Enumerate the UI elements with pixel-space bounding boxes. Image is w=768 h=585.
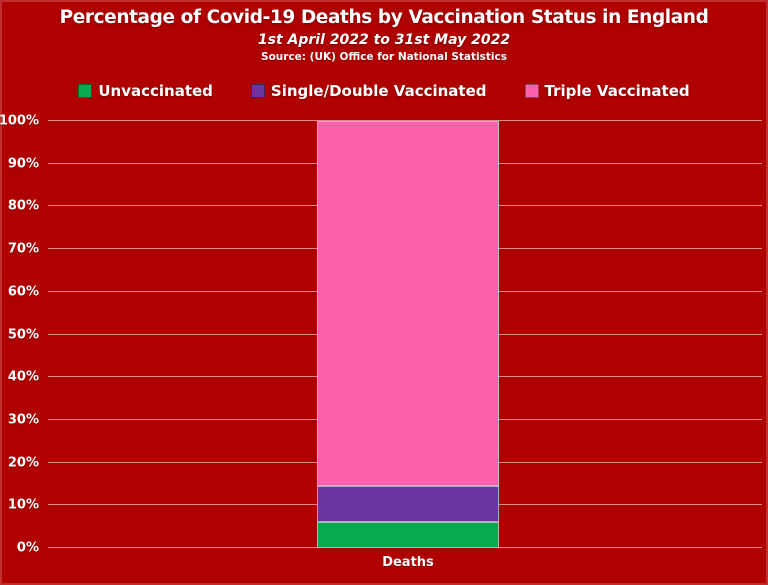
- chart-source-note: Source: (UK) Office for National Statist…: [261, 51, 507, 63]
- y-axis-tick-10: 10%: [7, 497, 39, 513]
- stacked-bar-deaths: [317, 121, 499, 548]
- legend-label-single-double-vaccinated: Single/Double Vaccinated: [270, 82, 487, 100]
- y-axis-tick-50: 50%: [7, 327, 39, 342]
- legend-swatch-single-double-vaccinated: [250, 84, 265, 98]
- bar-segment-unvaccinated: [317, 522, 499, 548]
- chart-subtitle: 1st April 2022 to 31st May 2022: [257, 32, 511, 48]
- gridline-100: [48, 120, 762, 121]
- y-axis-tick-90: 90%: [7, 156, 39, 172]
- legend-item-single-double-vaccinated: Single/Double Vaccinated: [250, 82, 487, 100]
- x-axis-category-label: Deaths: [382, 555, 434, 570]
- chart-title: Percentage of Covid-19 Deaths by Vaccina…: [59, 7, 709, 28]
- y-axis-tick-20: 20%: [7, 455, 39, 471]
- bar-segment-triple-vaccinated: [317, 121, 499, 487]
- legend: Unvaccinated Single/Double Vaccinated Trip…: [0, 80, 768, 102]
- y-axis-tick-70: 70%: [7, 241, 39, 257]
- legend-item-unvaccinated: Unvaccinated: [78, 82, 213, 100]
- legend-label-unvaccinated: Unvaccinated: [98, 82, 213, 100]
- plot-area: 0% 10% 20% 30% 40% 50% 60% 70% 80% 90% 100% Deaths: [0, 115, 762, 570]
- y-axis-tick-0: 0%: [16, 540, 39, 556]
- y-axis-tick-80: 80%: [7, 198, 39, 214]
- legend-swatch-unvaccinated: [78, 84, 93, 98]
- y-axis-tick-60: 60%: [7, 284, 39, 300]
- legend-swatch-triple-vaccinated: [524, 84, 539, 98]
- legend-label-triple-vaccinated: Triple Vaccinated: [544, 82, 690, 100]
- y-axis-tick-100: 100%: [0, 113, 39, 129]
- chart-header: Percentage of Covid-19 Deaths by Vaccina…: [0, 7, 768, 63]
- y-axis-tick-40: 40%: [7, 369, 39, 385]
- bar-segment-single-double-vaccinated: [317, 486, 499, 523]
- legend-item-triple-vaccinated: Triple Vaccinated: [524, 82, 690, 100]
- y-axis-tick-30: 30%: [7, 412, 39, 428]
